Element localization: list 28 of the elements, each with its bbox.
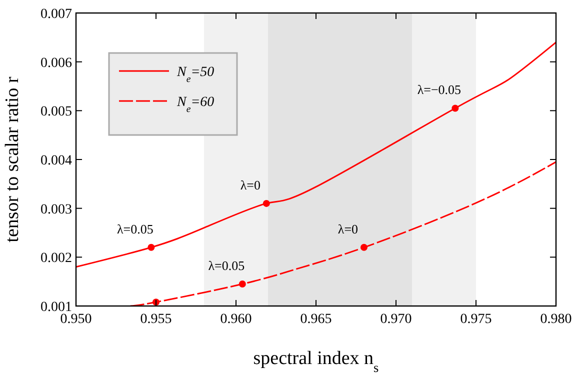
point — [262, 200, 270, 207]
point — [452, 104, 459, 112]
x-tick-label: 0.970 — [380, 312, 412, 327]
legend-label: N$_{e}$=50 — [176, 65, 214, 84]
annotation: λ=−0.05 — [417, 82, 462, 98]
annotation: λ=0 — [338, 221, 358, 236]
y-tick-label: 0.004 — [40, 154, 72, 168]
point — [238, 280, 246, 288]
y-tick-label: 0.006 — [40, 56, 72, 71]
y-tick-label: 0.001 — [40, 300, 72, 315]
annotation: λ=0 — [240, 177, 260, 192]
x-tick-label: 0.950 — [60, 312, 92, 327]
x-tick-label: 0.955 — [140, 312, 172, 327]
y-axis-title: tensor to scalar ratio r — [2, 76, 23, 242]
y-tick-label: 0.007 — [40, 7, 72, 22]
point — [148, 244, 155, 251]
x-axis-title: spectral index n$_{s}$ — [253, 348, 379, 374]
y-tick-label: 0.002 — [40, 251, 72, 266]
y-tick-label: 0.005 — [40, 104, 72, 120]
legend-label: N$_{e}$=60 — [176, 95, 214, 114]
x-tick-label: 0.960 — [220, 312, 252, 327]
y-tick-label: 0.003 — [40, 202, 72, 218]
x-tick-label: 0.975 — [460, 312, 492, 327]
x-tick-label: 0.965 — [300, 312, 332, 327]
point — [360, 244, 368, 251]
annotation: λ=0.05 — [117, 221, 154, 236]
x-tick-label: 0.980 — [540, 312, 572, 327]
annotation: λ=0.05 — [208, 258, 245, 274]
